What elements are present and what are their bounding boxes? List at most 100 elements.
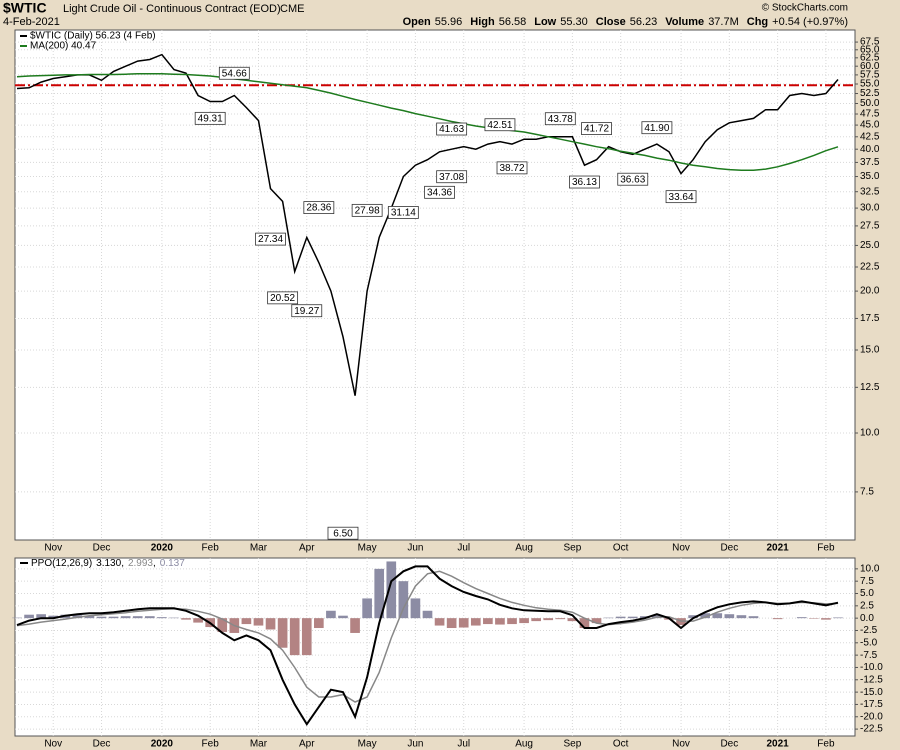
annotation-label: 36.63: [620, 174, 645, 185]
date: 4-Feb-2021: [3, 16, 60, 28]
histogram-bar: [362, 598, 372, 619]
x-tick-label: Mar: [250, 739, 268, 750]
x-tick-label: Nov: [672, 739, 690, 750]
y-tick-label: 47.5: [860, 109, 880, 120]
y-tick-label: 42.5: [860, 131, 880, 142]
legend-label: PPO(12,26,9): [31, 558, 92, 569]
x-tick-label: Dec: [93, 739, 111, 750]
y-tick-label: 55.0: [860, 79, 880, 90]
y-tick-label: 30.0: [860, 203, 880, 214]
annotation-label: 27.34: [258, 234, 283, 245]
histogram-bar: [519, 618, 529, 624]
y-tick-label: 2.5: [860, 600, 874, 611]
stat-value: 56.23: [630, 16, 658, 28]
annotation-label: 49.31: [198, 113, 223, 124]
histogram-bar: [36, 614, 46, 619]
series-line: [16, 53, 839, 396]
y-tick-label: 40.0: [860, 144, 880, 155]
stat-value: 37.7M: [708, 16, 739, 28]
histogram-bar: [144, 616, 155, 619]
x-tick-label: May: [358, 739, 377, 750]
histogram-bar: [579, 618, 590, 629]
legend-value: 0.137: [160, 558, 185, 569]
stat-value: 55.30: [560, 16, 588, 28]
histogram-bar: [132, 616, 143, 619]
histogram-bar: [531, 618, 541, 622]
series-line: [16, 73, 839, 171]
legend-sep: ,: [153, 558, 156, 569]
legend-sep: ,: [121, 558, 124, 569]
x-tick-label: May: [358, 543, 377, 554]
annotation-label: 31.14: [391, 208, 416, 219]
histogram-bar: [470, 618, 481, 626]
histogram-bar: [543, 618, 554, 621]
stat-label: Low: [534, 16, 556, 28]
annotation-label: 54.66: [222, 68, 247, 79]
histogram-bar: [712, 613, 723, 619]
y-tick-label: -15.0: [860, 687, 883, 698]
histogram-bar: [627, 616, 638, 619]
histogram-bar: [507, 618, 517, 625]
histogram-bar: [796, 617, 807, 619]
y-tick-label: -20.0: [860, 711, 883, 722]
histogram-bar: [277, 618, 288, 648]
y-tick-label: 20.0: [860, 286, 880, 297]
x-tick-label: Jun: [407, 739, 423, 750]
y-tick-label: 17.5: [860, 313, 880, 324]
y-tick-label: -10.0: [860, 662, 883, 673]
histogram-bar: [386, 561, 397, 619]
title: $WTIC: [3, 0, 47, 16]
annotation-label: 27.98: [355, 206, 380, 217]
x-tick-label: Dec: [93, 543, 111, 554]
annotation-box: [327, 526, 359, 540]
stats: Open 55.96 High 56.58 Low 55.30 Close 56.23 Volu…: [403, 16, 848, 28]
annotation-label: 42.51: [487, 120, 512, 131]
histogram-bar: [410, 598, 421, 619]
y-tick-label: 10.0: [860, 563, 880, 574]
histogram-bar: [458, 618, 469, 628]
y-tick-label: 50.0: [860, 98, 880, 109]
x-tick-label: Nov: [44, 543, 62, 554]
annotation-box: [436, 170, 468, 184]
annotation-label: 33.64: [669, 192, 694, 203]
y-tick-label: 32.5: [860, 186, 880, 197]
histogram-bar: [748, 616, 759, 619]
histogram-bar: [700, 613, 711, 619]
histogram-bar: [338, 615, 348, 619]
stat-value: +0.54 (+0.97%): [772, 16, 848, 28]
x-tick-label: 2020: [151, 739, 174, 750]
y-tick-label: 35.0: [860, 171, 880, 182]
annotation-label: 36.13: [572, 177, 597, 188]
annotation-label: 41.90: [644, 123, 669, 134]
y-tick-label: 45.0: [860, 120, 880, 131]
x-tick-label: Feb: [202, 543, 220, 554]
exchange: CME: [280, 3, 304, 15]
y-tick-label: -5.0: [860, 637, 878, 648]
legend-entry: MA(200) 40.47: [30, 41, 97, 52]
annotation-label: 34.36: [427, 187, 452, 198]
x-tick-label: Nov: [672, 543, 690, 554]
x-tick-label: Sep: [563, 739, 581, 750]
annotation-label: 28.36: [306, 203, 331, 214]
y-tick-label: 10.0: [860, 428, 880, 439]
annotation-box: [424, 185, 455, 199]
y-tick-label: 12.5: [860, 382, 880, 393]
histogram-bar: [241, 618, 252, 625]
annotation-box: [544, 112, 576, 126]
histogram-bar: [772, 618, 783, 620]
x-tick-label: Apr: [299, 739, 315, 750]
x-tick-label: Nov: [44, 739, 62, 750]
annotation-box: [641, 121, 673, 135]
y-tick-label: 65.0: [860, 44, 880, 55]
price-panel: [14, 29, 856, 541]
y-tick-label: 25.0: [860, 240, 880, 251]
x-tick-label: 2020: [151, 543, 174, 554]
x-tick-label: Oct: [613, 543, 629, 554]
legend-entry: PPO(12,26,9) 3.130, 2.993, 0.137: [31, 558, 185, 569]
annotation-label: 38.72: [499, 163, 524, 174]
y-tick-label: 60.0: [860, 61, 880, 72]
legend-entry: $WTIC (Daily) 56.23 (4 Feb): [30, 31, 156, 42]
annotation-box: [194, 111, 226, 125]
histogram-bar: [483, 618, 493, 625]
histogram-bar: [253, 618, 264, 626]
